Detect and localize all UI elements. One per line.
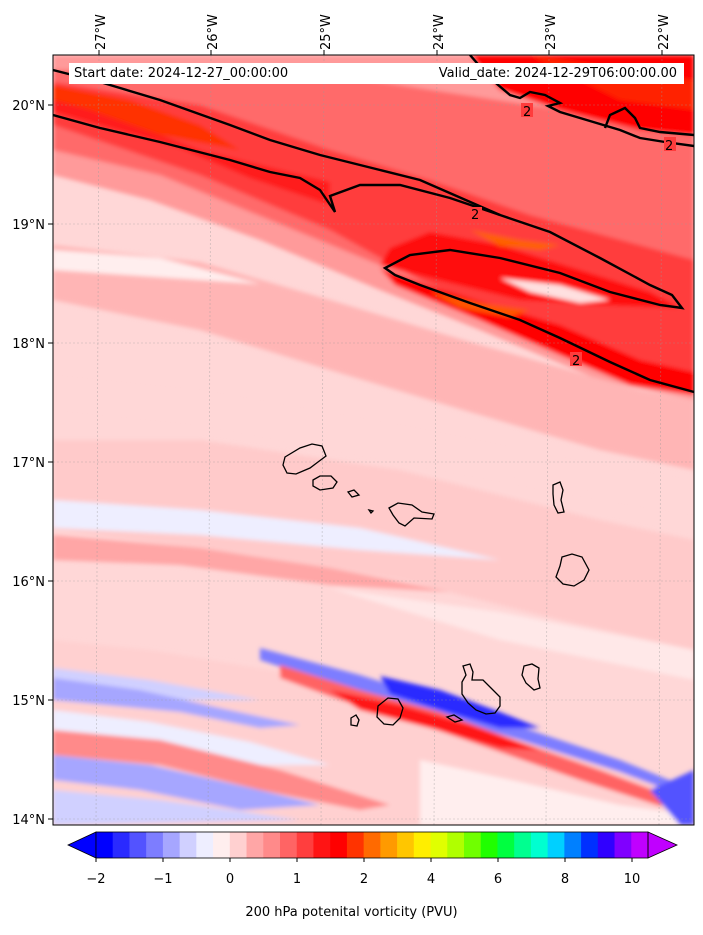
lat-tick-label: 20°N: [12, 99, 45, 114]
lon-tick-label: 23°W: [544, 14, 559, 50]
colorbar-swatch: [380, 832, 398, 858]
island-outline: [445, 714, 464, 723]
colorbar-swatch: [430, 832, 448, 858]
colorbar-tick-labels: −2 −1 0 1 2 4 6 8 10: [86, 872, 640, 887]
lat-tick-label: 17°N: [12, 456, 45, 471]
island-outline: [282, 443, 327, 475]
colorbar-swatch: [581, 832, 599, 858]
pv-2-contours: [53, 55, 694, 394]
colorbar-swatch: [179, 832, 197, 858]
colorbar: [67, 831, 678, 862]
longitude-labels: 27°W 26°W 25°W 24°W 23°W 22°W: [94, 14, 672, 50]
lat-tick-label: 15°N: [12, 694, 45, 709]
valid-date-label: Valid_date: 2024-12-29T06:00:00.00: [409, 63, 684, 84]
lon-tick-label: 27°W: [94, 14, 109, 50]
colorbar-tick-label: 8: [561, 872, 569, 887]
colorbar-tick-label: 0: [226, 872, 234, 887]
colorbar-swatch: [631, 832, 649, 858]
colorbar-frame: [95, 831, 649, 859]
pv-contour-top: [469, 55, 694, 148]
lat-tick-label: 19°N: [12, 218, 45, 233]
island-outline: [388, 502, 435, 527]
pv-contour-top-right: [603, 106, 694, 137]
map-frame: [52, 54, 695, 826]
pv-contour-lower: [53, 113, 694, 394]
island-outline: [376, 697, 404, 726]
pv-field: 2 2 2 2: [53, 55, 694, 825]
contour-labels: 2 2 2 2: [470, 103, 676, 369]
island-outline: [350, 714, 360, 727]
colorbar-swatch: [96, 832, 114, 858]
colorbar-tick-label: −1: [153, 872, 172, 887]
colorbar-swatch: [296, 832, 314, 858]
lat-tick-label: 14°N: [12, 813, 45, 828]
colorbar-swatch: [313, 832, 331, 858]
colorbar-extend-max: [647, 831, 678, 859]
island-outline: [346, 489, 361, 498]
island-outline: [461, 663, 501, 715]
colorbar-swatch: [229, 832, 248, 858]
colorbar-tick-label: −2: [86, 872, 105, 887]
colorbar-swatch: [112, 832, 130, 858]
island-outline: [555, 553, 590, 587]
colorbar-swatch: [263, 832, 281, 858]
colorbar-swatch: [413, 832, 432, 858]
colorbar-extend-min: [67, 831, 97, 859]
island-outline: [312, 475, 338, 491]
contour-label: 2: [471, 208, 479, 223]
colorbar-swatch: [196, 832, 214, 858]
colorbar-swatch: [564, 832, 582, 858]
colorbar-swatch: [397, 832, 415, 858]
colorbar-swatch: [480, 832, 498, 858]
colorbar-swatch: [597, 832, 616, 858]
colorbar-swatch: [146, 832, 164, 858]
lat-tick-label: 18°N: [12, 337, 45, 352]
colorbar-swatch: [447, 832, 465, 858]
colorbar-swatch: [547, 832, 565, 858]
lon-tick-label: 26°W: [206, 14, 221, 50]
colorbar-swatch: [497, 832, 515, 858]
lat-tick-label: 16°N: [12, 575, 45, 590]
colorbar-title: 200 hPa potenital vorticity (PVU): [245, 905, 458, 920]
colorbar-tick-label: 2: [360, 872, 368, 887]
colorbar-swatch: [614, 832, 632, 858]
contour-label: 2: [665, 139, 673, 154]
colorbar-tick-label: 10: [624, 872, 641, 887]
lon-tick-label: 22°W: [657, 14, 672, 50]
island-outline: [552, 481, 565, 514]
lon-tick-label: 25°W: [319, 14, 334, 50]
colorbar-swatch: [129, 832, 147, 858]
colorbar-swatch: [514, 832, 532, 858]
lon-tick-label: 24°W: [432, 14, 447, 50]
colorbar-swatch: [213, 832, 231, 858]
colorbar-tick-label: 1: [293, 872, 301, 887]
axis-ticks: [48, 50, 663, 820]
colorbar-swatch: [530, 832, 549, 858]
colorbar-swatch: [346, 832, 365, 858]
latitude-labels: 20°N 19°N 18°N 17°N 16°N 15°N 14°N: [12, 99, 45, 828]
island-outline: [367, 508, 375, 515]
colorbar-swatch: [162, 832, 181, 858]
colorbar-swatch: [464, 832, 482, 858]
colorbar-swatch: [246, 832, 264, 858]
colorbar-swatch: [280, 832, 298, 858]
contour-label: 2: [523, 105, 531, 120]
gridlines: [53, 55, 694, 825]
island-outline: [521, 663, 541, 691]
colorbar-swatch: [330, 832, 348, 858]
colorbar-tick-label: 4: [427, 872, 435, 887]
cape-verde-coastlines: [282, 443, 590, 727]
pv-contour-upper: [53, 68, 501, 217]
colorbar-swatch: [363, 832, 381, 858]
colorbar-tick-label: 6: [494, 872, 502, 887]
contour-label: 2: [572, 354, 580, 369]
start-date-label: Start date: 2024-12-27_00:00:00: [69, 63, 414, 84]
